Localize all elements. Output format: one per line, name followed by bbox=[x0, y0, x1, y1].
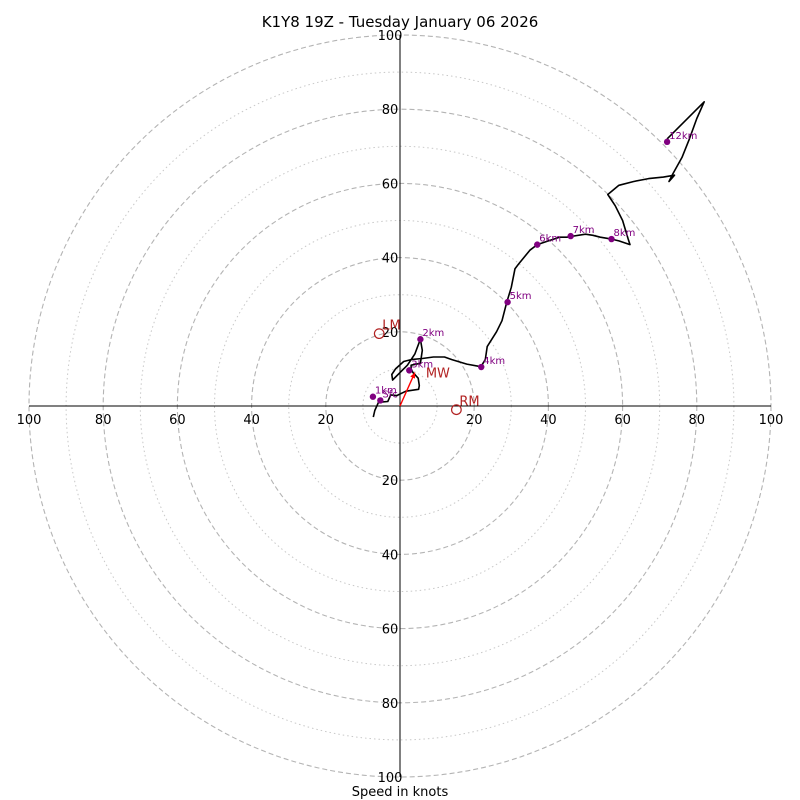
tick-y-up-80: 80 bbox=[382, 103, 399, 118]
tick-y-up-20: 20 bbox=[382, 326, 399, 341]
tick-y-down-20: 20 bbox=[382, 474, 399, 489]
tick-y-up-40: 40 bbox=[382, 252, 399, 267]
height-marker-2km bbox=[417, 336, 424, 343]
tick-y-down-60: 60 bbox=[382, 623, 399, 638]
tick-y-down-100: 100 bbox=[378, 771, 403, 786]
tick-x-right-40: 40 bbox=[540, 413, 557, 428]
tick-x-left-60: 60 bbox=[169, 413, 186, 428]
storm-marker-lm bbox=[373, 328, 385, 340]
storm-label-mw: MW bbox=[426, 367, 450, 382]
chart-title: K1Y8 19Z - Tuesday January 06 2026 bbox=[262, 13, 539, 31]
height-label-2km: 2km bbox=[422, 328, 444, 339]
height-label-5km: 5km bbox=[510, 291, 532, 302]
tick-y-down-40: 40 bbox=[382, 548, 399, 563]
storm-label-rm: RM bbox=[459, 395, 479, 410]
storm-marker-rm bbox=[450, 404, 462, 416]
height-label-3km: 3km bbox=[411, 359, 433, 370]
height-label-8km: 8km bbox=[613, 228, 635, 239]
height-label-7km: 7km bbox=[573, 225, 595, 236]
height-marker-sfc bbox=[377, 397, 384, 404]
tick-x-left-20: 20 bbox=[318, 413, 335, 428]
height-marker-8km bbox=[608, 235, 615, 243]
tick-y-up-60: 60 bbox=[382, 177, 399, 192]
mean-wind-arrowhead bbox=[410, 372, 416, 379]
storm-label-lm: LM bbox=[382, 319, 400, 334]
storm-motion: LM RM MW bbox=[373, 319, 480, 416]
height-marker-6km bbox=[534, 241, 541, 248]
tick-labels: 100 80 60 40 20 20 40 60 80 100 20 40 60 80 100 20 40 60 8… bbox=[17, 29, 784, 786]
tick-x-right-100: 100 bbox=[759, 413, 784, 428]
height-label-6km: 6km bbox=[539, 234, 561, 245]
height-marker-1km bbox=[369, 393, 377, 400]
tick-x-right-80: 80 bbox=[689, 413, 706, 428]
height-marker-5km bbox=[504, 298, 511, 306]
tick-y-up-100: 100 bbox=[378, 29, 403, 44]
tick-x-right-60: 60 bbox=[614, 413, 631, 428]
mean-wind-vector bbox=[399, 372, 416, 407]
height-label-4km: 4km bbox=[483, 356, 505, 367]
height-marker-3km bbox=[406, 367, 413, 374]
height-marker-4km bbox=[478, 363, 485, 371]
x-axis-label: Speed in knots bbox=[352, 785, 449, 800]
tick-x-left-80: 80 bbox=[95, 413, 112, 428]
height-label-12km: 12km bbox=[669, 131, 697, 142]
tick-x-left-40: 40 bbox=[243, 413, 260, 428]
height-marker-7km bbox=[567, 232, 574, 240]
tick-x-right-20: 20 bbox=[466, 413, 483, 428]
height-label-sfc: Sfc bbox=[382, 389, 397, 400]
height-marker-12km bbox=[663, 138, 671, 146]
tick-y-down-80: 80 bbox=[382, 697, 399, 712]
tick-x-left-100: 100 bbox=[17, 413, 42, 428]
height-label-1km: 1km bbox=[375, 386, 397, 397]
